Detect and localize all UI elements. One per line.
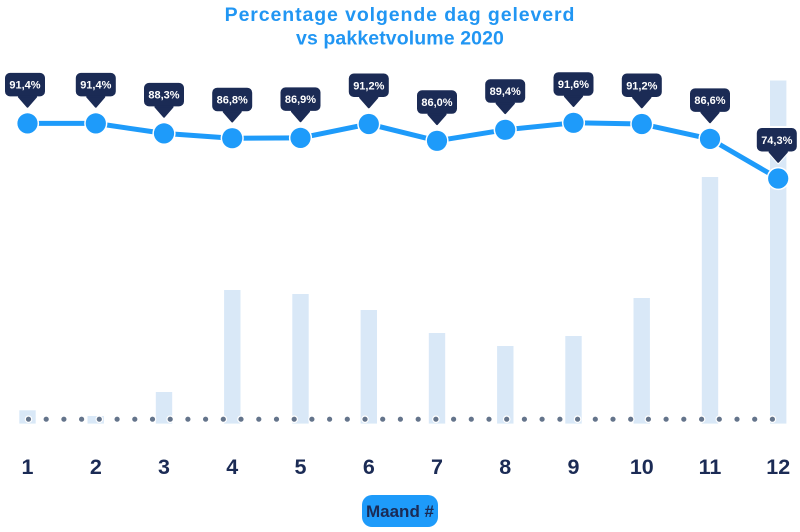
svg-text:1: 1: [22, 455, 34, 479]
svg-text:7: 7: [431, 455, 443, 479]
svg-text:8: 8: [499, 455, 511, 479]
svg-text:91,2%: 91,2%: [626, 80, 657, 92]
svg-text:11: 11: [699, 455, 722, 479]
svg-text:12: 12: [766, 455, 790, 479]
svg-text:4: 4: [226, 455, 238, 479]
svg-text:10: 10: [630, 455, 654, 479]
svg-text:91,6%: 91,6%: [558, 79, 589, 91]
svg-text:6: 6: [363, 455, 375, 479]
svg-text:86,9%: 86,9%: [285, 94, 316, 106]
svg-text:86,8%: 86,8%: [217, 95, 248, 107]
svg-text:91,2%: 91,2%: [353, 80, 384, 92]
svg-text:3: 3: [158, 455, 170, 479]
svg-text:88,3%: 88,3%: [148, 90, 179, 102]
svg-text:74,3%: 74,3%: [761, 135, 792, 147]
svg-text:2: 2: [90, 455, 102, 479]
svg-text:Maand #: Maand #: [366, 502, 435, 521]
svg-text:89,4%: 89,4%: [490, 86, 521, 98]
svg-text:5: 5: [295, 455, 307, 479]
svg-text:86,0%: 86,0%: [421, 97, 452, 109]
svg-text:91,4%: 91,4%: [9, 80, 40, 92]
svg-text:vs pakketvolume 2020: vs pakketvolume 2020: [296, 27, 504, 49]
svg-text:86,6%: 86,6%: [694, 95, 725, 107]
svg-text:Percentage volgende dag geleve: Percentage volgende dag geleverd: [225, 4, 576, 26]
svg-text:91,4%: 91,4%: [80, 80, 111, 92]
svg-text:9: 9: [568, 455, 580, 479]
